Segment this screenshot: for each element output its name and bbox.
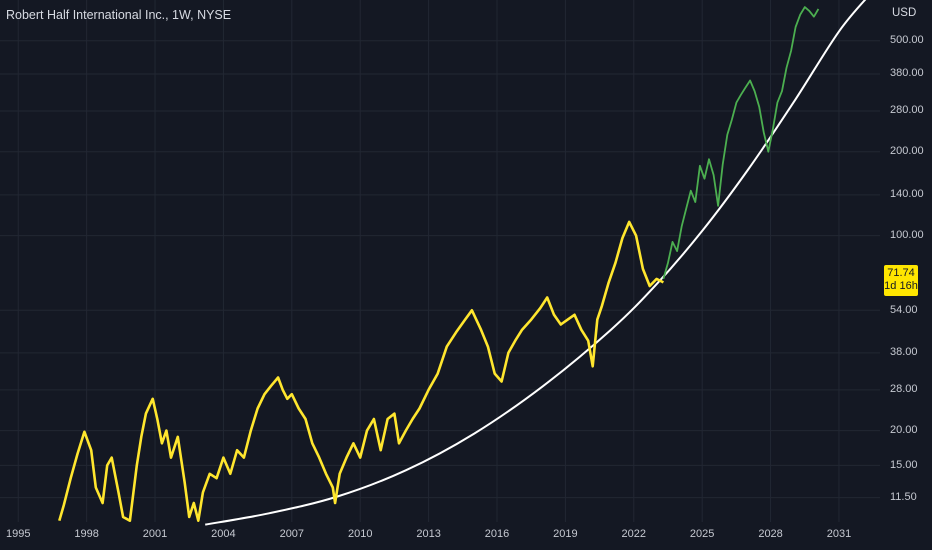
y-tick-label: 280.00 (890, 104, 924, 117)
history-price-line (58, 220, 664, 522)
x-tick-label: 2010 (347, 528, 373, 540)
y-tick-label: 500.00 (890, 34, 924, 47)
y-tick-label: 11.50 (890, 491, 917, 504)
x-tick-label: 2007 (279, 528, 305, 540)
x-tick-label: 1998 (74, 528, 99, 540)
y-tick-label: 54.00 (890, 303, 918, 316)
chart-title: Robert Half International Inc., 1W, NYSE (6, 8, 232, 22)
currency-label: USD (892, 7, 917, 19)
projection-price-line (662, 6, 820, 280)
y-tick-label: 140.00 (890, 188, 924, 201)
bar-close-countdown: 1d 16h (884, 280, 918, 292)
y-tick-label: 100.00 (890, 229, 924, 242)
y-tick-label: 200.00 (890, 145, 924, 158)
x-tick-label: 2001 (142, 528, 168, 540)
x-tick-label: 2013 (416, 528, 441, 540)
last-price-value: 71.74 (887, 267, 915, 279)
x-tick-label: 2028 (758, 528, 783, 540)
last-price-tag: 71.74 1d 16h (884, 265, 918, 296)
y-tick-label: 15.00 (890, 458, 918, 471)
x-tick-label: 2016 (484, 528, 510, 540)
y-tick-label: 38.00 (890, 346, 918, 359)
x-tick-label: 2025 (689, 528, 715, 540)
x-tick-label: 1995 (5, 528, 31, 540)
y-tick-label: 380.00 (890, 67, 924, 80)
x-tick-label: 2004 (211, 528, 236, 540)
x-tick-label: 2019 (553, 528, 578, 540)
chart-grid (0, 0, 880, 522)
y-tick-label: 28.00 (890, 383, 918, 396)
x-tick-label: 2031 (826, 528, 852, 540)
y-tick-label: 20.00 (890, 424, 918, 437)
x-tick-label: 2022 (621, 528, 647, 540)
